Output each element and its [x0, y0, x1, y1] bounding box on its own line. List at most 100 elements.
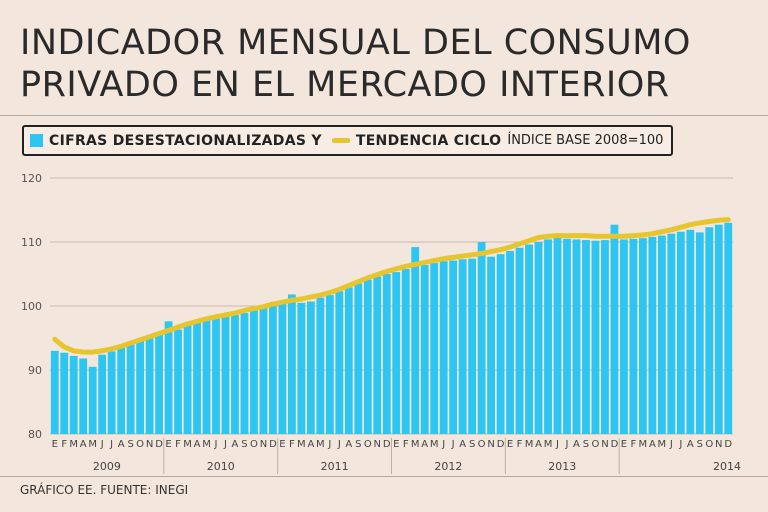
- legend-bar-swatch: [30, 134, 43, 147]
- month-tick-label: J: [441, 439, 445, 450]
- bar: [496, 254, 505, 434]
- month-tick-label: M: [658, 439, 667, 450]
- bar: [525, 244, 533, 434]
- legend-series-1-label: CIFRAS DESESTACIONALIZADAS Y: [49, 132, 322, 149]
- bar: [468, 258, 477, 434]
- month-tick-label: O: [250, 439, 258, 450]
- bar: [686, 229, 695, 434]
- bar: [629, 238, 638, 434]
- bar: [259, 307, 268, 434]
- year-label: 2010: [207, 460, 235, 473]
- bar: [582, 240, 590, 434]
- bar: [344, 287, 353, 434]
- month-tick-label: A: [194, 439, 201, 450]
- bar: [88, 366, 97, 434]
- month-tick-label: E: [52, 439, 58, 450]
- legend-index-note: ÍNDICE BASE 2008=100: [507, 133, 664, 148]
- bar: [601, 240, 609, 434]
- bar: [714, 224, 723, 434]
- bar: [306, 301, 315, 434]
- month-tick-label: D: [497, 439, 505, 450]
- month-tick-label: N: [715, 439, 722, 450]
- bar: [250, 310, 258, 434]
- month-tick-label: E: [279, 439, 285, 450]
- bar: [164, 321, 173, 434]
- bar: [373, 276, 382, 434]
- month-tick-label: J: [223, 439, 227, 450]
- chart-title: INDICADOR MENSUAL DEL CONSUMO PRIVADO EN…: [20, 22, 760, 106]
- month-tick-label: D: [155, 439, 163, 450]
- month-tick-label: N: [146, 439, 153, 450]
- bar: [392, 272, 401, 434]
- bar: [591, 240, 600, 434]
- y-tick-label: 110: [21, 236, 42, 249]
- year-label: 2012: [434, 460, 462, 473]
- bar: [610, 224, 619, 434]
- month-tick-label: F: [289, 439, 295, 450]
- bar: [572, 239, 581, 434]
- month-tick-label: J: [327, 439, 331, 450]
- month-tick-label: A: [649, 439, 656, 450]
- top-divider: [0, 115, 768, 116]
- chart-title-line-2: PRIVADO EN EL MERCADO INTERIOR: [20, 65, 670, 105]
- bar: [620, 239, 628, 434]
- bar: [354, 283, 363, 434]
- month-tick-label: M: [202, 439, 211, 450]
- month-tick-label: M: [411, 439, 420, 450]
- month-tick-label: J: [678, 439, 682, 450]
- legend-series-2-label: TENDENCIA CICLO: [355, 132, 502, 149]
- bar: [202, 320, 211, 434]
- month-tick-label: E: [507, 439, 513, 450]
- month-tick-label: A: [535, 439, 542, 450]
- y-tick-label: 120: [21, 172, 42, 185]
- month-tick-label: A: [80, 439, 87, 450]
- month-tick-label: A: [307, 439, 314, 450]
- bar: [60, 352, 69, 434]
- bar: [477, 242, 486, 434]
- bar: [657, 235, 666, 434]
- month-tick-label: A: [345, 439, 352, 450]
- bar: [126, 344, 135, 434]
- month-tick-label: M: [639, 439, 648, 450]
- bar: [638, 238, 647, 434]
- month-tick-label: E: [165, 439, 171, 450]
- bar: [439, 261, 448, 434]
- bar: [420, 265, 429, 434]
- month-tick-label: S: [583, 439, 589, 450]
- bar: [212, 318, 220, 434]
- bar: [458, 259, 467, 434]
- bar: [183, 325, 192, 434]
- y-tick-label: 80: [28, 428, 42, 441]
- bar: [107, 351, 116, 434]
- month-tick-label: N: [260, 439, 267, 450]
- y-tick-label: 90: [28, 364, 42, 377]
- bar: [278, 301, 287, 434]
- bar: [288, 294, 296, 434]
- month-tick-label: J: [565, 439, 569, 450]
- bar: [515, 247, 524, 434]
- bar: [231, 314, 239, 434]
- month-tick-label: M: [69, 439, 78, 450]
- month-tick-label: J: [669, 439, 673, 450]
- bar: [534, 242, 543, 434]
- month-tick-label: F: [61, 439, 67, 450]
- source-note: GRÁFICO EE. FUENTE: INEGI: [20, 483, 189, 497]
- month-tick-label: D: [269, 439, 277, 450]
- month-tick-label: A: [687, 439, 694, 450]
- bar: [69, 355, 78, 434]
- month-tick-label: O: [136, 439, 144, 450]
- month-tick-label: M: [430, 439, 439, 450]
- month-tick-label: N: [601, 439, 608, 450]
- bar: [563, 238, 571, 434]
- month-tick-label: J: [214, 439, 218, 450]
- bar: [430, 263, 439, 434]
- month-tick-label: D: [724, 439, 732, 450]
- y-tick-label: 100: [21, 300, 42, 313]
- bar: [297, 302, 306, 434]
- month-tick-label: A: [421, 439, 428, 450]
- month-tick-label: J: [337, 439, 341, 450]
- year-label: 2009: [93, 460, 121, 473]
- bar: [705, 227, 714, 434]
- month-tick-label: F: [517, 439, 523, 450]
